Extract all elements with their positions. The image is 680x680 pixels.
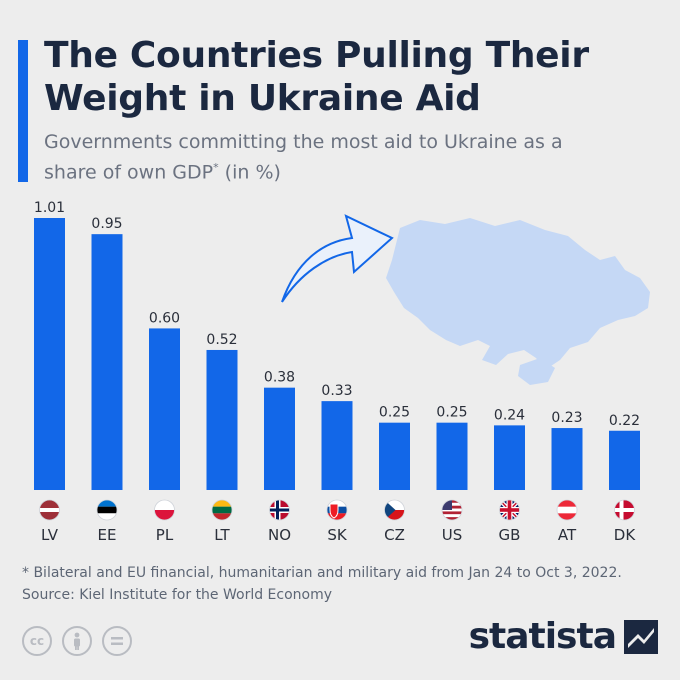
flag-ee-icon [97,500,117,520]
bar-lt [206,349,238,490]
value-label-pl: 0.60 [149,310,180,326]
flag-no-icon [269,500,290,520]
value-label-ee: 0.95 [91,216,122,232]
flags-group [39,499,635,521]
category-label-lv: LV [41,526,59,544]
value-labels-group: 1.01 0.95 0.60 0.52 0.38 0.33 0.25 0.25 0.24 0.23… [34,200,640,429]
flag-lt-icon [212,500,232,520]
category-label-ee: EE [98,526,117,544]
source-text: Source: Kiel Institute for the World Eco… [22,587,333,603]
ukraine-map-icon [386,218,650,385]
bars-group [34,218,640,490]
bar-chart: 1.01 0.95 0.60 0.52 0.38 0.33 0.25 0.25 0.24 0.23… [34,200,650,544]
bar-no [264,387,295,490]
subtitle-unit: (in %) [218,161,281,184]
bar-lv [34,218,65,490]
value-label-no: 0.38 [264,370,295,386]
category-label-cz: CZ [384,526,405,544]
flag-us-icon [442,500,462,520]
chart-subtitle: Governments committing the most aid to U… [44,130,604,185]
category-label-pl: PL [156,526,174,544]
value-label-dk: 0.22 [609,413,640,429]
chart-title: The Countries Pulling Their Weight in Uk… [44,35,589,119]
flag-pl-icon [154,500,175,520]
no-derivatives-icon[interactable] [102,626,132,656]
footnote-block: * Bilateral and EU financial, humanitari… [22,562,672,606]
category-label-no: NO [268,526,291,544]
category-label-gb: GB [499,526,521,544]
brand-name: statista [468,616,617,657]
category-label-dk: DK [614,526,637,544]
statista-brand[interactable]: statista [469,616,658,657]
license-icons: cc [22,626,132,656]
subtitle-footnote-mark: * [213,161,219,174]
category-label-lt: LT [214,526,230,544]
footnote-text: * Bilateral and EU financial, humanitari… [22,565,622,581]
bar-dk [609,430,640,490]
flag-cz-icon [384,500,405,520]
bar-us [436,422,468,490]
bar-cz [379,422,410,490]
value-label-cz: 0.25 [379,405,410,421]
category-label-sk: SK [327,526,348,544]
subtitle-main: Governments committing the most aid to U… [44,131,563,184]
value-label-lt: 0.52 [206,332,237,348]
value-label-at: 0.23 [551,410,582,426]
bar-at [551,428,583,490]
arrow-icon [281,214,394,303]
value-label-sk: 0.33 [321,383,352,399]
bar-pl [149,328,180,490]
flag-lv-icon [39,500,60,520]
bar-gb [494,425,525,490]
flag-at-icon [557,500,577,520]
value-label-lv: 1.01 [34,200,65,216]
flag-gb-icon [499,500,520,520]
category-label-us: US [442,526,463,544]
title-accent-bar [18,40,28,182]
value-label-gb: 0.24 [494,407,525,423]
category-labels-group: LV EE PL LT NO SK CZ US GB AT DK [41,526,636,544]
attribution-icon[interactable] [62,626,92,656]
flag-sk-icon [327,500,347,520]
bar-ee [91,234,123,490]
bar-sk [321,401,353,490]
category-label-at: AT [558,526,577,544]
value-label-us: 0.25 [436,405,467,421]
statista-logo-icon [624,619,658,654]
cc-icon[interactable]: cc [22,626,52,656]
flag-dk-icon [614,500,635,520]
